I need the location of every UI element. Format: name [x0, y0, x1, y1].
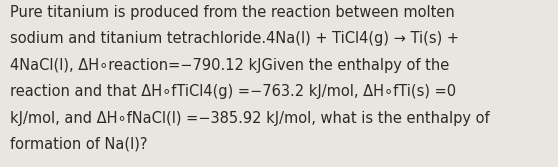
Text: formation of Na(l)?: formation of Na(l)? [10, 137, 147, 152]
Text: reaction and that ΔH∘fTiCl4(g) =−763.2 kJ/mol, ΔH∘fTi(s) =0: reaction and that ΔH∘fTiCl4(g) =−763.2 k… [10, 84, 456, 99]
Text: 4NaCl(l), ΔH∘reaction=−790.12 kJGiven the enthalpy of the: 4NaCl(l), ΔH∘reaction=−790.12 kJGiven th… [10, 58, 449, 73]
Text: Pure titanium is produced from the reaction between molten: Pure titanium is produced from the react… [10, 5, 455, 20]
Text: sodium and titanium tetrachloride.4Na(l) + TiCl4(g) → Ti(s) +: sodium and titanium tetrachloride.4Na(l)… [10, 31, 459, 46]
Text: kJ/mol, and ΔH∘fNaCl(l) =−385.92 kJ/mol, what is the enthalpy of: kJ/mol, and ΔH∘fNaCl(l) =−385.92 kJ/mol,… [10, 111, 490, 126]
